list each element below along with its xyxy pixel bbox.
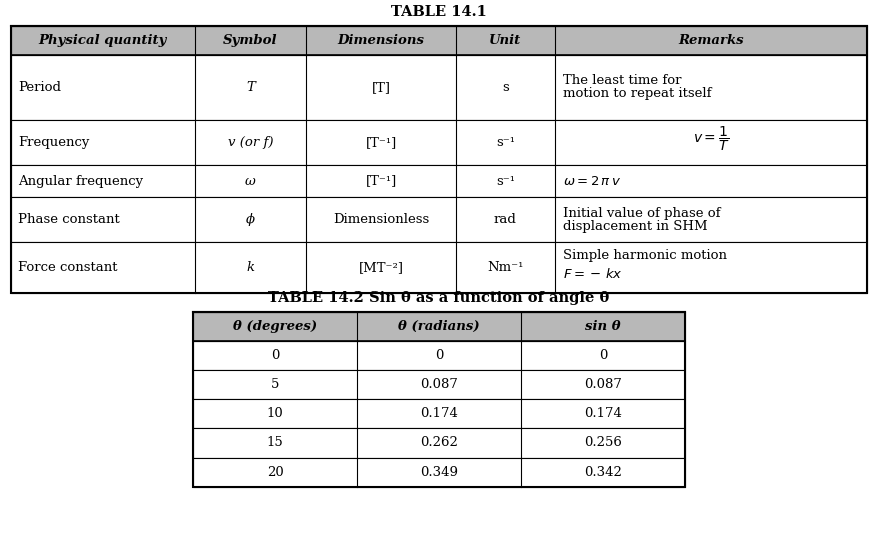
Bar	[193, 458, 684, 487]
Text: 15: 15	[267, 437, 283, 449]
Text: s⁻¹: s⁻¹	[496, 174, 514, 188]
Text: ϕ: ϕ	[246, 213, 254, 226]
Text: v (or f): v (or f)	[227, 136, 273, 149]
Text: [MT⁻²]: [MT⁻²]	[358, 261, 403, 274]
Bar	[193, 428, 684, 458]
Bar	[193, 312, 684, 487]
Text: Force constant: Force constant	[18, 261, 118, 274]
Text: 0.342: 0.342	[583, 466, 621, 479]
Text: [T]: [T]	[371, 81, 390, 94]
Text: Phase constant: Phase constant	[18, 213, 120, 226]
Text: Physical quantity: Physical quantity	[39, 34, 167, 47]
Text: 0.349: 0.349	[419, 466, 458, 479]
Text: Frequency: Frequency	[18, 136, 89, 149]
Text: θ (degrees): θ (degrees)	[232, 320, 317, 333]
Bar	[193, 370, 684, 399]
Bar	[11, 55, 866, 120]
Text: 0.087: 0.087	[583, 378, 621, 391]
Text: Dimensionless: Dimensionless	[332, 213, 429, 226]
Text: Simple harmonic motion: Simple harmonic motion	[562, 249, 726, 262]
Text: 10: 10	[267, 407, 283, 420]
Text: $\omega = 2\,\pi\, v$: $\omega = 2\,\pi\, v$	[562, 174, 620, 188]
Text: sin θ: sin θ	[584, 320, 620, 333]
Text: Period: Period	[18, 81, 61, 94]
Text: T: T	[246, 81, 254, 94]
Text: displacement in SHM: displacement in SHM	[562, 220, 706, 233]
Text: 0.174: 0.174	[419, 407, 458, 420]
Text: Angular frequency: Angular frequency	[18, 174, 144, 188]
Text: Remarks: Remarks	[678, 34, 743, 47]
Bar	[11, 242, 866, 293]
Text: TABLE 14.2 Sin θ as a function of angle θ: TABLE 14.2 Sin θ as a function of angle …	[268, 291, 609, 305]
Text: 0: 0	[434, 349, 443, 362]
Text: 0: 0	[270, 349, 279, 362]
Text: Unit: Unit	[488, 34, 521, 47]
Text: The least time for: The least time for	[562, 74, 681, 87]
Text: k: k	[246, 261, 254, 274]
Bar	[11, 197, 866, 242]
Text: $F = -\,kx$: $F = -\,kx$	[562, 267, 622, 282]
Text: 5: 5	[270, 378, 279, 391]
Text: Symbol: Symbol	[223, 34, 277, 47]
Text: 0.087: 0.087	[419, 378, 458, 391]
Bar	[11, 120, 866, 165]
Text: ω: ω	[245, 174, 255, 188]
Text: θ (radians): θ (radians)	[398, 320, 479, 333]
Bar	[193, 312, 684, 341]
Text: Initial value of phase of: Initial value of phase of	[562, 206, 719, 220]
Bar	[193, 341, 684, 370]
Text: s: s	[502, 81, 508, 94]
Bar	[193, 399, 684, 428]
Text: 20: 20	[267, 466, 283, 479]
Bar	[11, 26, 866, 55]
Bar	[11, 26, 866, 293]
Text: [T⁻¹]: [T⁻¹]	[365, 174, 396, 188]
Text: rad: rad	[494, 213, 517, 226]
Text: 0.262: 0.262	[419, 437, 458, 449]
Text: 0.174: 0.174	[583, 407, 621, 420]
Text: 0: 0	[598, 349, 607, 362]
Text: TABLE 14.1: TABLE 14.1	[390, 6, 487, 19]
Text: [T⁻¹]: [T⁻¹]	[365, 136, 396, 149]
Text: Dimensions: Dimensions	[338, 34, 424, 47]
Text: s⁻¹: s⁻¹	[496, 136, 514, 149]
Text: 0.256: 0.256	[583, 437, 621, 449]
Text: motion to repeat itself: motion to repeat itself	[562, 87, 710, 100]
Bar	[11, 165, 866, 197]
Text: Nm⁻¹: Nm⁻¹	[487, 261, 523, 274]
Text: $\mathit{v} = \dfrac{1}{T}$: $\mathit{v} = \dfrac{1}{T}$	[692, 125, 729, 153]
